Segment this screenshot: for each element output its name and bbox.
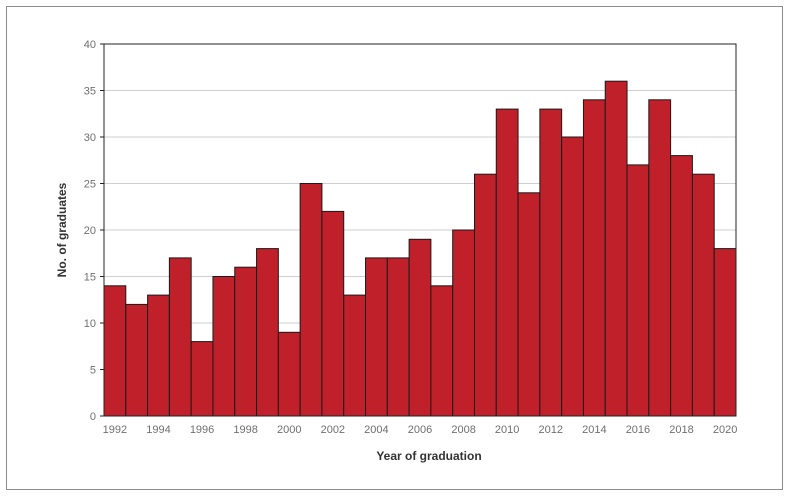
y-axis-ticks: 0 5 10 15 20 25 30 35 40 [84,39,104,423]
bar-2011 [517,192,541,417]
bar-2000 [277,331,301,417]
bar-2001 [299,183,323,417]
bar-2013 [561,136,584,417]
x-tick-label-2010: 2010 [495,424,519,436]
x-tick-label-2018: 2018 [669,424,693,436]
x-axis-ticks: 1992 1994 1996 1998 2000 2002 2004 2006 2008 2010… [103,424,738,436]
x-tick-label-1994: 1994 [146,424,170,436]
x-tick-label-2006: 2006 [408,424,432,436]
y-tick-label-15: 15 [84,272,96,284]
x-tick-label-1992: 1992 [103,424,127,436]
bar-1996 [190,341,214,417]
bar-2017 [648,99,672,417]
x-tick-label-2012: 2012 [539,424,563,436]
x-tick-label-1996: 1996 [190,424,214,436]
x-tick-label-2002: 2002 [321,424,345,436]
y-tick-label-40: 40 [84,39,96,51]
bar-2004 [365,257,388,417]
bar-2020 [713,248,737,417]
y-tick-label-0: 0 [90,411,96,423]
bar-1998 [234,266,258,417]
x-tick-label-2008: 2008 [451,424,475,436]
bars [103,80,737,417]
bar-2006 [408,238,432,417]
y-tick-label-5: 5 [90,365,96,377]
bar-2009 [473,173,497,417]
x-tick-label-2016: 2016 [626,424,650,436]
y-tick-label-20: 20 [84,225,96,237]
y-tick-label-30: 30 [84,132,96,144]
y-axis-title: No. of graduates [55,182,69,277]
x-axis-title: Year of graduation [376,449,481,463]
bar-2003 [343,294,367,417]
bar-1999 [256,248,279,417]
bar-1997 [212,276,236,417]
x-tick-label-1998: 1998 [233,424,257,436]
bar-1994 [147,294,170,417]
y-tick-label-35: 35 [84,86,96,98]
bar-2012 [539,108,563,417]
x-tick-label-2014: 2014 [582,424,606,436]
bar-2005 [386,257,410,417]
bar-2014 [582,99,606,417]
bar-2019 [691,173,715,417]
x-tick-label-2000: 2000 [277,424,301,436]
bar-2002 [321,210,345,417]
bar-2018 [670,155,693,417]
y-tick-label-25: 25 [84,179,96,191]
bar-2008 [452,229,475,417]
bar-2015 [604,80,628,417]
bar-1995 [168,257,192,417]
x-tick-label-2004: 2004 [364,424,388,436]
x-tick-label-2020: 2020 [713,424,737,436]
bar-1992 [103,285,127,417]
bar-1993 [125,303,149,417]
bar-2010 [495,108,519,417]
y-tick-label-10: 10 [84,318,96,330]
bar-2016 [626,164,650,417]
bar-2007 [430,285,454,417]
